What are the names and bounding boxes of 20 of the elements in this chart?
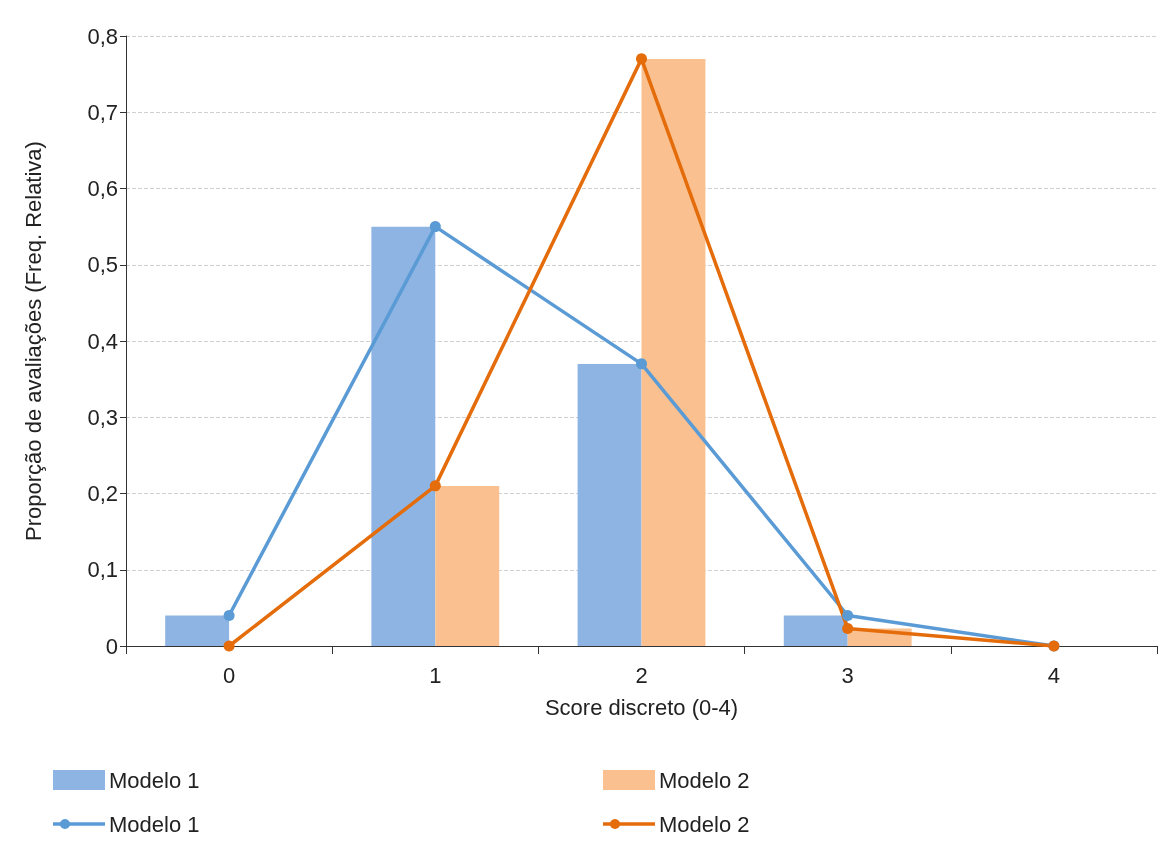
- y-tick-label: 0,6: [87, 176, 118, 201]
- x-tick-label: 1: [429, 662, 442, 688]
- y-tick-label: 0,4: [87, 328, 118, 354]
- x-tick-label: 4: [1047, 662, 1061, 688]
- y-tick-label: 0,8: [87, 23, 118, 49]
- y-tick-label: 0,1: [87, 557, 118, 583]
- y-tick-label: 0,2: [87, 481, 118, 506]
- y-tick-label: 0,5: [87, 252, 118, 278]
- y-axis-title: Proporção de avaliações (Freq. Relativa): [20, 141, 46, 541]
- legend-label: Modelo 1: [109, 811, 200, 837]
- legend-label: Modelo 1: [109, 767, 200, 793]
- y-tick-label: 0,3: [87, 404, 118, 430]
- legend-label: Modelo 2: [659, 811, 750, 837]
- y-tick-label: 0,7: [87, 99, 118, 125]
- x-tick-label: 3: [841, 662, 854, 688]
- x-tick-label: 0: [222, 662, 236, 688]
- legend-label: Modelo 2: [659, 767, 750, 793]
- y-tick-label: 0: [105, 633, 118, 659]
- x-axis-title: Score discreto (0-4): [544, 694, 739, 720]
- x-tick-label: 2: [635, 662, 648, 688]
